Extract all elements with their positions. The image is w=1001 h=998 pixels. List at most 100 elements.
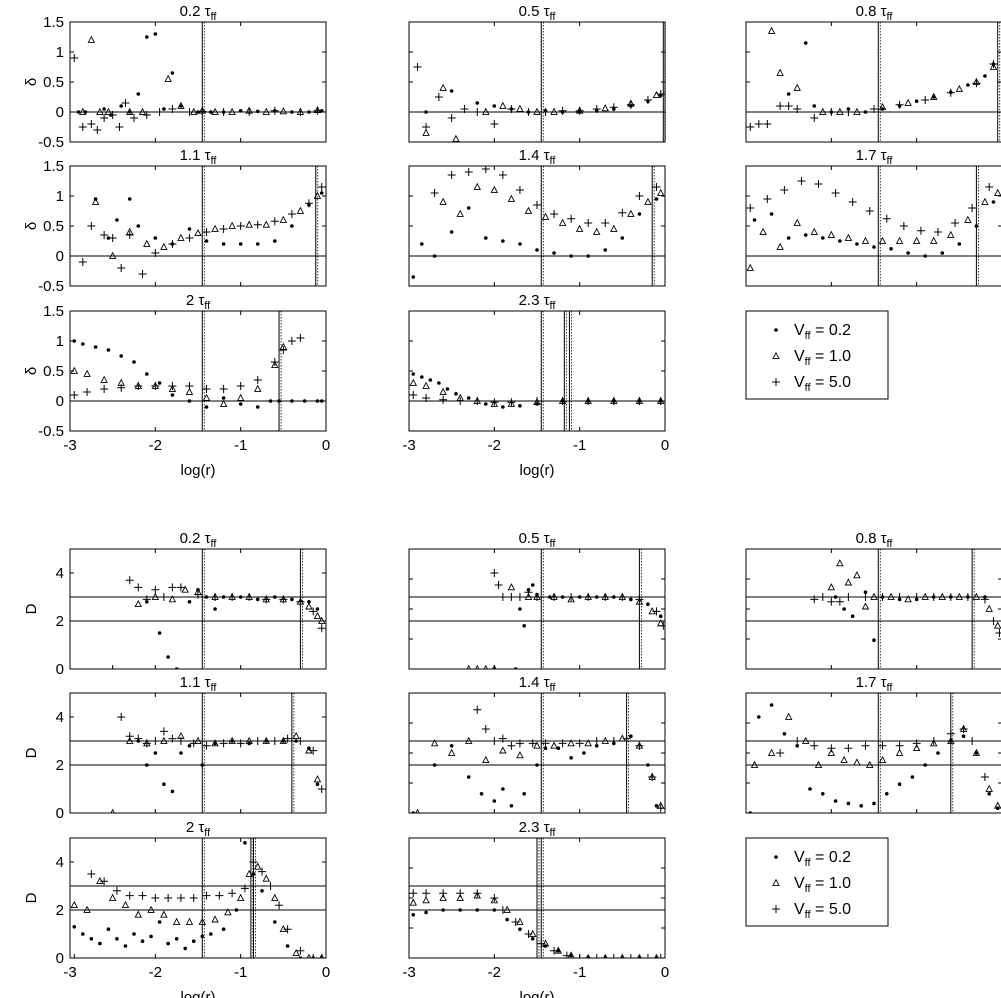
triangle-marker	[912, 236, 921, 244]
plus-marker	[652, 183, 661, 191]
dot-marker	[277, 399, 281, 403]
dot-marker	[411, 372, 416, 376]
dot-marker	[983, 74, 987, 78]
triangle-marker	[776, 242, 784, 250]
plus-marker	[656, 90, 665, 98]
panel-title: 0.5 τff	[519, 530, 557, 550]
data-points	[409, 372, 665, 409]
dot-marker	[106, 236, 111, 240]
dot-marker	[782, 732, 787, 736]
y-tick-label: 1.5	[43, 303, 64, 320]
triangle-marker	[584, 739, 592, 747]
triangle-marker	[989, 62, 998, 70]
dot-marker	[522, 792, 526, 796]
triangle-marker	[776, 68, 784, 76]
x-tick-label: -3	[402, 437, 415, 454]
dot-marker	[594, 595, 599, 599]
plus-marker	[567, 593, 576, 601]
legend-label: Vff = 0.2	[794, 849, 851, 869]
panel-delta-1.7: 1.7 τff	[745, 147, 1001, 287]
y-axis-label: D	[23, 747, 40, 758]
plus-marker	[626, 100, 635, 109]
triangle-marker	[601, 736, 610, 744]
triangle-marker	[138, 107, 147, 115]
panel-title: 1.4 τff	[519, 147, 557, 167]
triangle-marker	[635, 597, 644, 605]
plus-marker	[746, 123, 755, 131]
plus-marker	[151, 382, 160, 390]
x-tick-label: 0	[661, 964, 669, 981]
dot-marker	[166, 655, 170, 659]
plus-marker	[125, 231, 134, 239]
dot-marker	[411, 913, 416, 917]
triangle-marker	[262, 220, 271, 228]
dot-marker	[658, 614, 663, 618]
dot-marker	[170, 71, 175, 75]
plus-marker	[189, 894, 198, 902]
triangle-marker	[861, 602, 870, 610]
plus-marker	[439, 889, 448, 898]
panel-D-1.4: 1.4 τff	[408, 674, 666, 814]
plus-marker	[643, 96, 652, 104]
dot-marker	[140, 939, 145, 943]
triangle-marker	[878, 755, 887, 764]
data-points	[746, 26, 998, 131]
triangle-marker	[422, 128, 430, 136]
triangle-marker	[104, 107, 113, 115]
data-points	[746, 177, 1001, 271]
panel-frame	[408, 21, 666, 143]
panel-delta-0.8: 0.8 τff	[745, 3, 1001, 143]
triangle-marker	[490, 399, 499, 407]
plus-marker	[142, 111, 151, 119]
dot-marker	[548, 595, 552, 599]
triangle-marker	[482, 107, 490, 115]
dot-marker	[838, 239, 842, 243]
plus-marker	[176, 737, 185, 745]
plus-marker	[108, 234, 117, 242]
triangle-marker	[558, 218, 567, 226]
triangle-marker	[430, 739, 439, 747]
triangle-marker	[279, 736, 288, 744]
plus-marker	[253, 737, 262, 745]
plus-marker	[912, 593, 921, 601]
triangle-marker	[878, 102, 887, 111]
triangle-marker	[904, 595, 912, 603]
plus-marker	[882, 214, 891, 223]
plus-marker	[498, 734, 507, 743]
triangle-marker	[313, 191, 322, 199]
plus-marker	[916, 226, 925, 235]
triangle-marker	[627, 209, 635, 217]
triangle-marker	[125, 736, 134, 744]
plus-marker	[609, 397, 618, 405]
dot-marker	[157, 920, 162, 924]
legend-plus-marker	[772, 905, 780, 913]
plus-marker	[115, 123, 124, 131]
plus-marker	[507, 741, 516, 750]
triangle-marker	[499, 101, 507, 109]
triangle-marker	[524, 206, 533, 214]
dot-marker	[466, 775, 471, 779]
dot-marker	[466, 396, 471, 400]
plus-marker	[865, 207, 874, 215]
dot-marker	[808, 787, 812, 791]
plus-marker	[652, 607, 661, 616]
plus-marker	[279, 595, 288, 604]
plus-marker	[626, 954, 635, 958]
triangle-marker	[575, 224, 584, 232]
panel-frame	[69, 165, 327, 287]
triangle-marker	[929, 92, 938, 100]
triangle-marker	[524, 592, 533, 600]
dot-marker	[221, 242, 226, 246]
y-tick-label: 0.5	[43, 218, 64, 235]
dot-marker	[290, 224, 294, 228]
dot-marker	[157, 631, 162, 635]
y-tick-label: 4	[56, 854, 64, 871]
plus-marker	[219, 385, 228, 393]
triangle-marker	[160, 242, 168, 250]
dot-marker	[957, 242, 962, 246]
y-tick-label: 2	[56, 902, 64, 919]
triangle-marker	[253, 384, 262, 392]
dot-marker	[987, 792, 991, 796]
triangle-marker	[292, 731, 300, 740]
y-tick-label: -0.5	[38, 423, 64, 440]
